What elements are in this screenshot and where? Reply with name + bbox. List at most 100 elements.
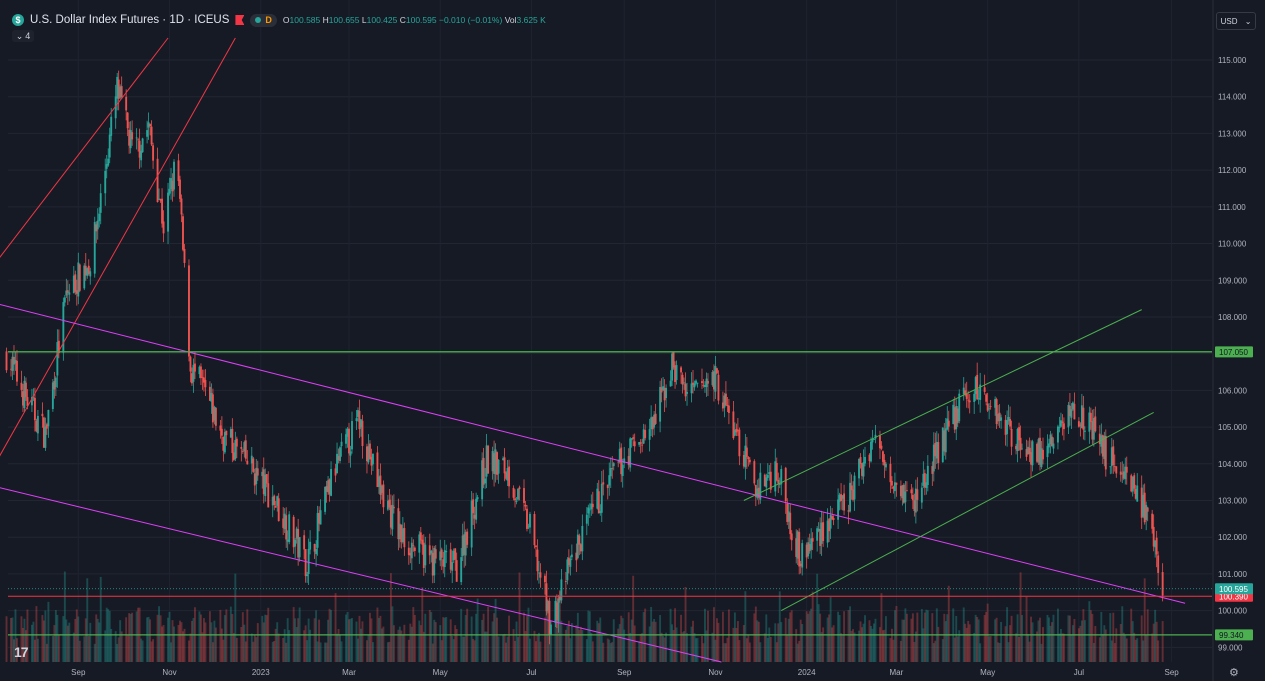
candle-body [225,430,228,436]
volume-bar [1015,633,1018,662]
volume-bar [235,637,238,662]
time-axis[interactable]: Sep Nov 2023 Mar May Jul Sep Nov 2024 Mar May Jul Se… [71,668,1179,677]
candle-body [704,384,706,388]
candle-body [173,161,175,190]
candle-body [564,581,567,582]
candle-body [675,365,678,381]
candle-body [674,365,677,382]
volume-bar [858,630,860,662]
candle-body [198,366,201,375]
candle-body [33,397,36,421]
trendlines[interactable] [0,37,1186,663]
candle-body [285,515,288,540]
candle-body [831,516,834,520]
tradingview-logo-icon[interactable]: 17 [14,644,29,660]
candle-body [294,539,297,547]
candle-body [1110,447,1113,466]
candle-body [336,453,338,474]
volume-bar [33,639,36,662]
candle-body [958,393,961,422]
candle-body [642,429,645,444]
indicators-toggle-button[interactable]: ⌄ 4 [12,30,34,42]
candle-body [1121,473,1124,475]
volume-bar [518,572,521,662]
candle-body [672,352,675,368]
volume-bar [535,641,537,662]
volume-bar [313,618,316,662]
volume-bar [1098,637,1101,662]
flag-icon[interactable] [235,15,245,25]
volume-bar [32,621,35,662]
market-status[interactable]: D [250,13,277,27]
volume-bar [757,621,760,662]
price-tick-label: 108.000 [1218,313,1247,322]
volume-bar [309,629,312,662]
candle-body [715,368,718,374]
volume-bar [998,642,1001,662]
volume-bar [129,613,132,662]
volume-bar [349,618,352,662]
volume-bar [560,620,563,662]
time-tick-label: Jul [1074,668,1084,677]
volume-bar [570,622,573,662]
volume-bar [213,620,216,662]
candle-body [995,399,998,424]
candle-body [84,265,87,276]
volume-bar [663,637,666,662]
candle-body [44,426,47,448]
candle-body [623,458,626,464]
volume-bar [262,622,265,662]
price-axis[interactable]: 115.000 114.000 113.000 112.000 111.000 110.0… [1212,0,1247,681]
candle-body [738,429,741,457]
volume-bar [452,639,455,662]
volume-bar [53,625,56,662]
candle-body [376,452,379,488]
currency-label: USD [1220,16,1238,26]
symbol-title[interactable]: U.S. Dollar Index Futures · 1D · ICEUS [30,14,230,26]
volume-bar [756,620,759,662]
volume-bar [1119,623,1122,662]
candle-body [183,248,186,263]
candle-body [452,550,455,561]
candle-body [403,527,406,548]
candle-body [234,439,237,460]
volume-bar [117,637,120,662]
candle-body [156,158,159,203]
volume-bar [231,613,234,662]
candle-body [410,542,413,559]
volume-bar [232,633,235,662]
volume-bar [808,611,811,662]
candle-body [371,453,374,465]
volume-bar [95,614,98,662]
candle-body [434,549,437,559]
volume-bar [319,642,322,662]
volume-bar [463,636,466,662]
candle-body [491,451,494,472]
volume-bar [334,593,337,662]
volume-bar [20,616,23,662]
volume-bar [841,634,844,662]
candle-body [23,380,26,408]
settings-gear-icon[interactable]: ⚙ [1229,667,1239,679]
volume-bar [366,640,368,662]
candle-body [979,384,982,400]
volume-bar [901,619,904,662]
candle-body [503,457,506,474]
horizontal-levels[interactable] [8,351,1212,636]
volume-bar [853,632,856,662]
volume-bar [407,639,410,662]
volume-bar [852,629,854,662]
volume-bar [768,627,771,662]
volume-bar [599,617,602,662]
candle-body [1125,466,1128,473]
candle-body [1027,446,1029,455]
candle-body [671,353,674,381]
volume-bar [1113,643,1116,662]
volume-bar [973,632,976,662]
candle-body [324,486,327,512]
candle-body [1021,448,1023,450]
currency-selector[interactable]: USD ⌄ [1216,12,1256,30]
candle-body [669,380,672,387]
symbol-legend: $ U.S. Dollar Index Futures · 1D · ICEUS… [12,12,546,28]
